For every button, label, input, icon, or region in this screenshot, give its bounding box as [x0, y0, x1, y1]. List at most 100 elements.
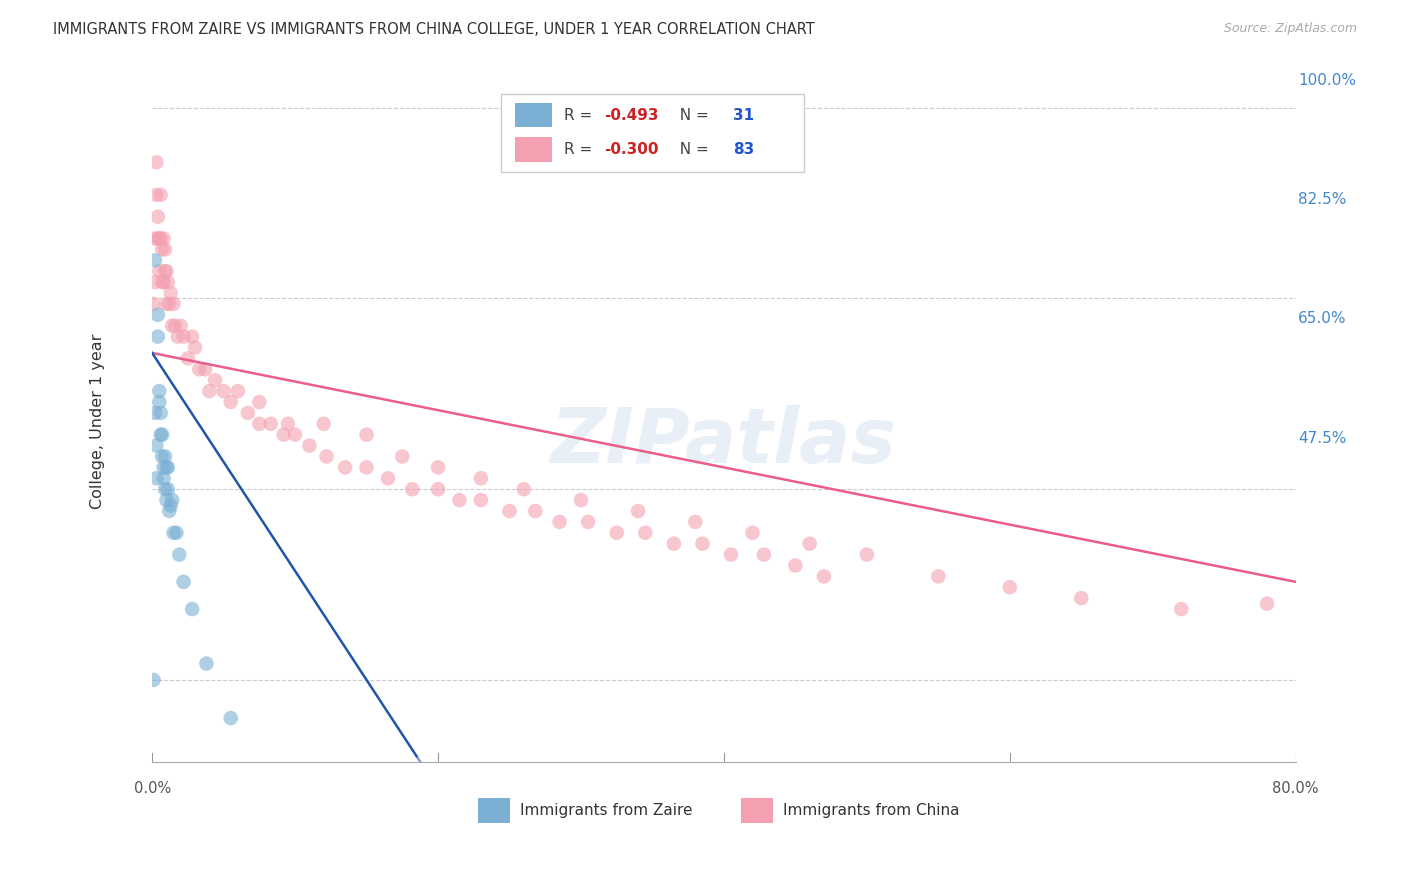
Point — [312, 417, 335, 431]
Point — [333, 460, 356, 475]
Point — [160, 493, 183, 508]
Point — [524, 504, 547, 518]
Point — [153, 243, 176, 257]
Point — [152, 275, 174, 289]
Text: 47.5%: 47.5% — [1298, 431, 1347, 446]
Point — [152, 460, 174, 475]
Point — [470, 493, 492, 508]
Text: Source: ZipAtlas.com: Source: ZipAtlas.com — [1223, 22, 1357, 36]
FancyBboxPatch shape — [515, 137, 553, 161]
Point — [146, 210, 169, 224]
Text: 83: 83 — [733, 142, 754, 157]
Point — [162, 297, 184, 311]
Point — [162, 525, 184, 540]
Point — [157, 504, 180, 518]
Point — [148, 384, 170, 398]
Text: R =: R = — [564, 142, 598, 157]
Point — [662, 537, 685, 551]
Point — [219, 711, 242, 725]
Point — [145, 155, 167, 169]
Point — [142, 297, 165, 311]
Point — [685, 515, 707, 529]
Point — [173, 574, 195, 589]
Point — [146, 308, 169, 322]
Point — [998, 580, 1021, 594]
Point — [142, 673, 165, 687]
Point — [576, 515, 599, 529]
Text: 80.0%: 80.0% — [1272, 781, 1319, 797]
Point — [153, 264, 176, 278]
Point — [236, 406, 259, 420]
Point — [149, 427, 172, 442]
Point — [569, 493, 592, 508]
Point — [181, 602, 204, 616]
Text: 0.0%: 0.0% — [134, 781, 170, 797]
Point — [149, 188, 172, 202]
Point — [606, 525, 628, 540]
Point — [146, 329, 169, 343]
Point — [247, 395, 270, 409]
Point — [153, 482, 176, 496]
FancyBboxPatch shape — [515, 103, 553, 128]
Point — [163, 318, 186, 333]
Point — [470, 471, 492, 485]
Point — [165, 525, 187, 540]
Point — [356, 427, 378, 442]
Point — [219, 395, 242, 409]
Text: 100.0%: 100.0% — [1298, 73, 1355, 88]
Point — [377, 471, 399, 485]
FancyBboxPatch shape — [741, 798, 773, 823]
Point — [156, 482, 179, 496]
Point — [155, 493, 177, 508]
Point — [813, 569, 835, 583]
Point — [226, 384, 249, 398]
Point — [752, 548, 775, 562]
Point — [1256, 597, 1278, 611]
Text: 82.5%: 82.5% — [1298, 192, 1347, 207]
Point — [159, 499, 181, 513]
Point — [184, 341, 207, 355]
Point — [1170, 602, 1192, 616]
Point — [149, 406, 172, 420]
Point — [143, 275, 166, 289]
Point — [198, 384, 221, 398]
Point — [720, 548, 742, 562]
Point — [247, 417, 270, 431]
Text: -0.493: -0.493 — [603, 108, 658, 123]
Point — [204, 373, 226, 387]
FancyBboxPatch shape — [501, 94, 804, 172]
Point — [212, 384, 235, 398]
Point — [401, 482, 423, 496]
Text: N =: N = — [671, 108, 714, 123]
Point — [150, 275, 173, 289]
Point — [153, 450, 176, 464]
Point — [143, 253, 166, 268]
Point — [170, 318, 193, 333]
Text: R =: R = — [564, 108, 598, 123]
Text: IMMIGRANTS FROM ZAIRE VS IMMIGRANTS FROM CHINA COLLEGE, UNDER 1 YEAR CORRELATION: IMMIGRANTS FROM ZAIRE VS IMMIGRANTS FROM… — [53, 22, 815, 37]
Point — [315, 450, 337, 464]
Point — [194, 362, 217, 376]
Point — [146, 231, 169, 245]
Point — [143, 231, 166, 245]
Point — [148, 231, 170, 245]
Point — [152, 471, 174, 485]
Point — [155, 297, 177, 311]
Point — [156, 460, 179, 475]
Point — [427, 482, 450, 496]
Point — [449, 493, 471, 508]
Point — [150, 427, 173, 442]
Point — [741, 525, 763, 540]
Point — [150, 243, 173, 257]
Point — [155, 264, 177, 278]
Point — [634, 525, 657, 540]
Point — [627, 504, 650, 518]
Text: College, Under 1 year: College, Under 1 year — [90, 334, 104, 508]
Point — [498, 504, 520, 518]
Text: Immigrants from Zaire: Immigrants from Zaire — [520, 803, 693, 818]
Point — [260, 417, 283, 431]
Point — [145, 471, 167, 485]
Point — [157, 297, 180, 311]
Point — [167, 329, 190, 343]
Point — [188, 362, 211, 376]
